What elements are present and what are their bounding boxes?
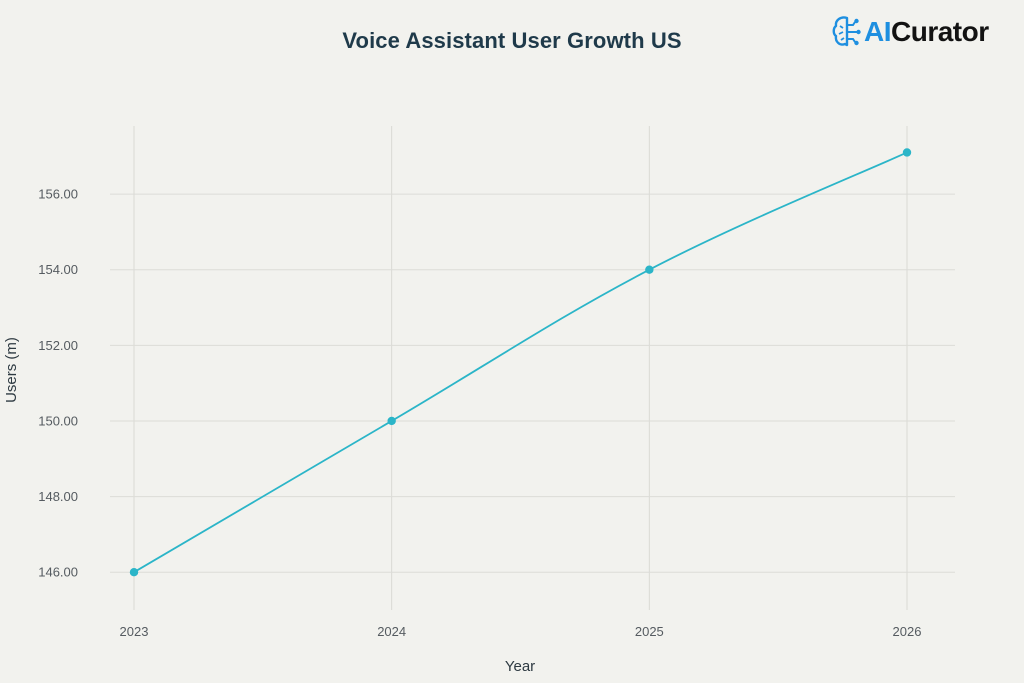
data-point [129,567,139,577]
series-layer [129,148,912,577]
logo-text-accent: AI [864,16,892,47]
y-axis-title: Users (m) [3,337,20,403]
y-tick-labels: 146.00 148.00 150.00 152.00 154.00 156.00 [38,187,78,580]
brain-circuit-icon [832,16,861,47]
data-point [902,148,912,157]
series-line [133,151,908,573]
logo-text-rest: Curator [891,16,989,47]
data-point [387,416,396,426]
brand-logo: AICurator [832,12,989,52]
y-gridlines [110,193,955,573]
y-tick-label: 154.00 [38,262,78,277]
x-gridlines [133,126,908,610]
data-point [645,265,654,274]
chart-title: Voice Assistant User Growth US [342,28,682,53]
y-tick-label: 152.00 [38,338,78,353]
x-axis-title: Year [505,658,535,675]
x-tick-label: 2023 [120,624,149,639]
x-tick-label: 2026 [893,624,922,639]
y-tick-label: 150.00 [38,413,78,428]
y-tick-label: 146.00 [38,565,78,580]
y-tick-label: 148.00 [38,489,78,504]
x-tick-labels: 2023 2024 2025 2026 [120,624,922,639]
y-tick-label: 156.00 [38,187,78,202]
x-tick-label: 2025 [635,624,664,639]
logo-wordmark: AICurator [864,16,989,48]
x-tick-label: 2024 [377,624,406,639]
